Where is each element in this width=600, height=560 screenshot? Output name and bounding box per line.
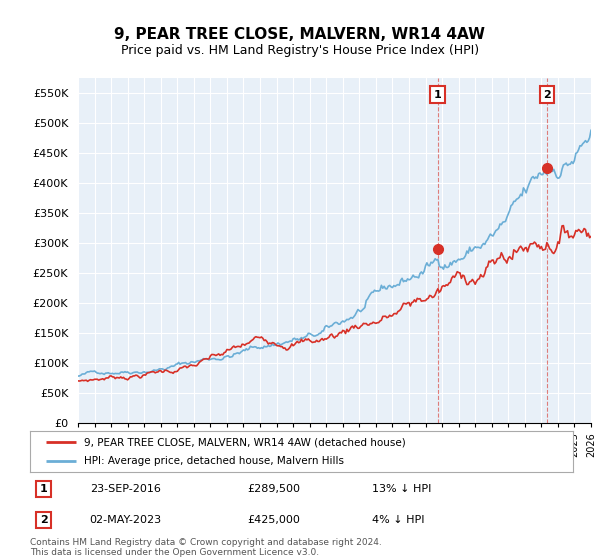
Text: 13% ↓ HPI: 13% ↓ HPI	[372, 484, 431, 494]
Text: 1: 1	[434, 90, 442, 100]
Text: HPI: Average price, detached house, Malvern Hills: HPI: Average price, detached house, Malv…	[85, 456, 344, 465]
Text: 1: 1	[40, 484, 47, 494]
Text: 9, PEAR TREE CLOSE, MALVERN, WR14 4AW: 9, PEAR TREE CLOSE, MALVERN, WR14 4AW	[115, 27, 485, 42]
Text: 23-SEP-2016: 23-SEP-2016	[90, 484, 161, 494]
Text: 2: 2	[40, 515, 47, 525]
Text: 9, PEAR TREE CLOSE, MALVERN, WR14 4AW (detached house): 9, PEAR TREE CLOSE, MALVERN, WR14 4AW (d…	[85, 437, 406, 447]
Text: £289,500: £289,500	[247, 484, 300, 494]
Text: 2: 2	[543, 90, 551, 100]
Text: Contains HM Land Registry data © Crown copyright and database right 2024.
This d: Contains HM Land Registry data © Crown c…	[30, 538, 382, 557]
Text: £425,000: £425,000	[247, 515, 300, 525]
Text: 02-MAY-2023: 02-MAY-2023	[90, 515, 162, 525]
Text: 4% ↓ HPI: 4% ↓ HPI	[372, 515, 425, 525]
Text: Price paid vs. HM Land Registry's House Price Index (HPI): Price paid vs. HM Land Registry's House …	[121, 44, 479, 57]
